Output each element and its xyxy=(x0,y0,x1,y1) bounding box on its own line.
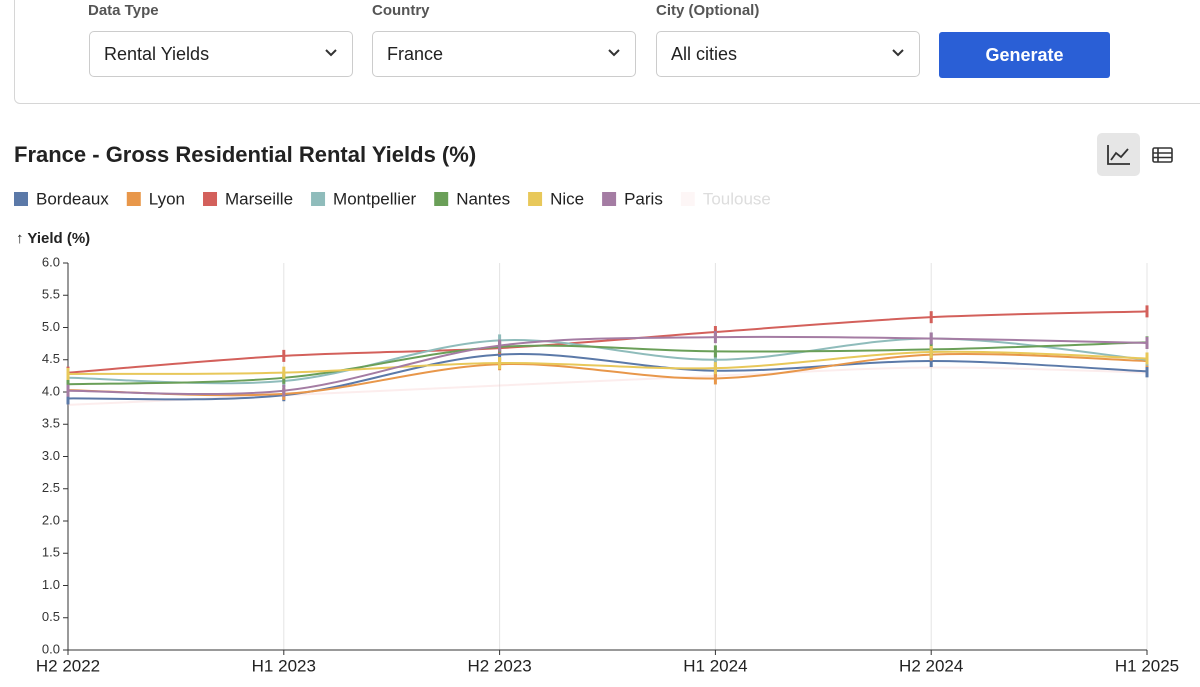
series-line xyxy=(67,353,1148,401)
legend-swatch xyxy=(14,192,28,206)
legend-swatch xyxy=(602,192,617,206)
legend-swatch xyxy=(126,192,141,206)
y-tick-label: 5.5 xyxy=(42,287,60,302)
y-tick-label: 0.5 xyxy=(42,609,60,624)
chart: ↑ Yield (%) Bordeaux Lyon Marseille Montpel… xyxy=(14,189,1179,675)
y-tick-label: 4.5 xyxy=(42,351,60,366)
legend-label: Bordeaux xyxy=(36,189,109,208)
legend-swatch xyxy=(528,192,543,206)
x-tick-label: H1 2023 xyxy=(252,656,316,675)
legend-label: Marseille xyxy=(225,189,293,208)
field-label: Data Type xyxy=(88,2,159,19)
series-line xyxy=(67,335,1148,396)
table-icon xyxy=(1152,147,1173,163)
select[interactable]: All cities xyxy=(656,31,920,77)
generate-button[interactable]: Generate xyxy=(939,32,1110,78)
chevron xyxy=(325,49,337,57)
x-tick-label: H1 2025 xyxy=(1115,656,1179,675)
legend-swatch xyxy=(434,192,449,206)
filter-panel xyxy=(14,0,1200,104)
series-line xyxy=(67,350,1148,375)
line-icon xyxy=(1107,145,1130,165)
y-tick-label: 2.5 xyxy=(42,480,60,495)
legend-swatch xyxy=(311,192,326,206)
select[interactable]: Rental Yields xyxy=(89,31,353,77)
chart-title: France - Gross Residential Rental Yields… xyxy=(14,142,477,167)
y-axis-label: ↑ Yield (%) xyxy=(16,230,90,247)
series-line xyxy=(67,310,1148,374)
legend-label: Toulouse xyxy=(703,189,771,208)
select[interactable]: France xyxy=(372,31,636,77)
table-view-button[interactable] xyxy=(1150,143,1174,172)
field-label: Country xyxy=(372,2,430,19)
x-tick-label: H2 2022 xyxy=(36,656,100,675)
x-tick-label: H2 2023 xyxy=(467,656,531,675)
chevron xyxy=(608,49,620,57)
x-tick-label: H2 2024 xyxy=(899,656,963,675)
y-tick-label: 3.5 xyxy=(42,416,60,431)
y-tick-label: 2.0 xyxy=(42,512,60,527)
legend-label: Nice xyxy=(550,189,584,208)
y-tick-label: 1.0 xyxy=(42,577,60,592)
legend-label: Montpellier xyxy=(333,189,416,208)
series-line xyxy=(67,352,1148,397)
legend-label: Nantes xyxy=(456,189,510,208)
y-tick-label: 1.5 xyxy=(42,545,60,560)
legend-swatch xyxy=(203,192,218,206)
select-value: All cities xyxy=(671,44,738,64)
y-tick-label: 0.0 xyxy=(42,641,60,656)
line-view-button[interactable] xyxy=(1097,133,1140,176)
x-tick-label: H1 2024 xyxy=(683,656,747,675)
legend-swatch xyxy=(680,192,695,206)
chevron xyxy=(892,49,904,57)
y-tick-label: 4.0 xyxy=(42,383,60,398)
legend-label: Lyon xyxy=(149,189,185,208)
y-tick-label: 5.0 xyxy=(42,319,60,334)
select-value: France xyxy=(387,44,444,64)
legend-label: Paris xyxy=(624,189,663,208)
y-tick-label: 6.0 xyxy=(42,254,60,269)
field-label: City (Optional) xyxy=(656,2,760,19)
series-line xyxy=(67,341,1148,386)
y-tick-label: 3.0 xyxy=(42,448,60,463)
select-value: Rental Yields xyxy=(104,44,210,64)
